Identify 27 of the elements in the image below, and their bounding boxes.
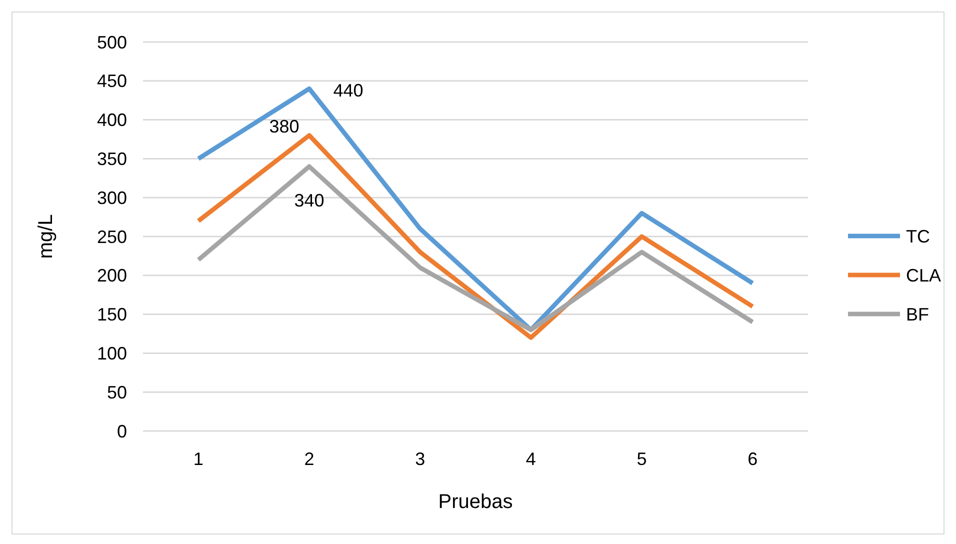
- line-series: [196, 164, 755, 332]
- y-axis-title: mg/L: [35, 214, 57, 259]
- y-tick-label: 150: [96, 304, 127, 325]
- x-tick-label: 3: [415, 449, 426, 469]
- legend-label: TC: [906, 226, 930, 246]
- y-tick-label: 500: [96, 32, 127, 52]
- x-tick-label: 2: [304, 449, 314, 469]
- data-label: 340: [294, 190, 324, 210]
- x-tick-label: 5: [636, 449, 647, 469]
- line-series: [196, 133, 755, 340]
- y-tick-label: 50: [106, 382, 127, 402]
- x-tick-label: 4: [526, 449, 536, 469]
- y-tick-label: 300: [96, 188, 127, 208]
- x-axis-title: Pruebas: [438, 491, 513, 513]
- legend-label: BF: [906, 304, 930, 324]
- data-label: 380: [269, 116, 300, 136]
- data-label: 440: [333, 80, 364, 101]
- y-tick-label: 250: [96, 226, 127, 247]
- y-tick-label: 450: [96, 71, 127, 92]
- y-tick-label: 200: [96, 266, 127, 286]
- y-tick-label: 350: [96, 149, 127, 169]
- legend-label: CLA: [906, 265, 942, 286]
- y-tick-label: 400: [96, 110, 127, 130]
- x-tick-label: 6: [748, 449, 758, 469]
- y-tick-label: 0: [116, 421, 127, 442]
- y-tick-label: 100: [96, 344, 127, 364]
- x-tick-label: 1: [193, 449, 204, 469]
